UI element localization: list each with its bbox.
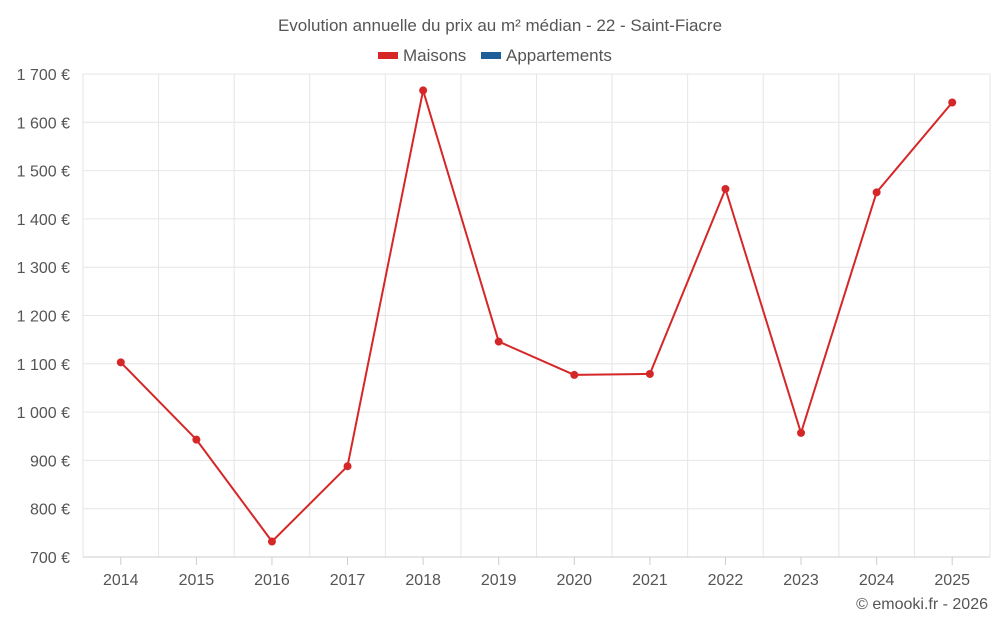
x-tick-label: 2015 <box>179 572 215 589</box>
legend-label-appartements: Appartements <box>506 46 612 65</box>
data-point-maisons[interactable] <box>645 369 654 378</box>
data-point-maisons[interactable] <box>872 188 881 197</box>
legend-swatch-appartements <box>481 52 501 59</box>
x-tick-label: 2017 <box>330 572 366 589</box>
data-point-maisons[interactable] <box>570 370 579 379</box>
x-gridlines <box>82 74 991 557</box>
chart-title: Evolution annuelle du prix au m² médian … <box>278 16 722 35</box>
x-tick-label: 2022 <box>708 572 744 589</box>
series-line-maisons <box>120 89 953 543</box>
legend-swatch-maisons <box>378 52 398 59</box>
data-point-maisons[interactable] <box>721 184 730 193</box>
y-tick-label: 1 500 € <box>17 164 70 181</box>
x-tick-label: 2019 <box>481 572 517 589</box>
y-tick-label: 700 € <box>30 550 70 567</box>
legend-label-maisons: Maisons <box>403 46 466 65</box>
data-point-maisons[interactable] <box>797 428 806 437</box>
x-axis: 2014 2015 2016 2017 2018 2019 2020 2021 2022 2023… <box>83 556 990 589</box>
data-point-maisons[interactable] <box>419 86 428 95</box>
x-tick-label: 2018 <box>405 572 441 589</box>
x-tick-label: 2016 <box>254 572 290 589</box>
x-tick-label: 2021 <box>632 572 668 589</box>
y-axis: 700 € 800 € 900 € 1 000 € 1 100 € 1 200 € 1 30… <box>17 67 70 567</box>
data-point-maisons[interactable] <box>116 358 125 367</box>
data-point-maisons[interactable] <box>192 435 201 444</box>
series-maisons <box>116 86 957 546</box>
y-tick-label: 1 100 € <box>17 357 70 374</box>
y-tick-label: 1 300 € <box>17 260 70 277</box>
y-tick-label: 1 700 € <box>17 67 70 84</box>
y-tick-label: 800 € <box>30 502 70 519</box>
chart-legend: Maisons Appartements <box>378 46 612 65</box>
data-point-maisons[interactable] <box>343 462 352 471</box>
data-point-maisons[interactable] <box>494 337 503 346</box>
y-tick-label: 1 600 € <box>17 115 70 132</box>
y-tick-label: 1 000 € <box>17 405 70 422</box>
legend-item-appartements[interactable]: Appartements <box>481 46 612 65</box>
data-point-maisons[interactable] <box>948 98 957 107</box>
x-tick-label: 2025 <box>934 572 970 589</box>
data-point-maisons[interactable] <box>267 537 276 546</box>
x-tick-label: 2023 <box>783 572 819 589</box>
legend-item-maisons[interactable]: Maisons <box>378 46 466 65</box>
y-tick-label: 1 400 € <box>17 212 70 229</box>
y-tick-label: 900 € <box>30 453 70 470</box>
y-tick-label: 1 200 € <box>17 309 70 326</box>
chart-credit: © emooki.fr - 2026 <box>856 596 988 613</box>
x-tick-label: 2014 <box>103 572 139 589</box>
x-tick-label: 2020 <box>556 572 592 589</box>
x-tick-label: 2024 <box>859 572 895 589</box>
